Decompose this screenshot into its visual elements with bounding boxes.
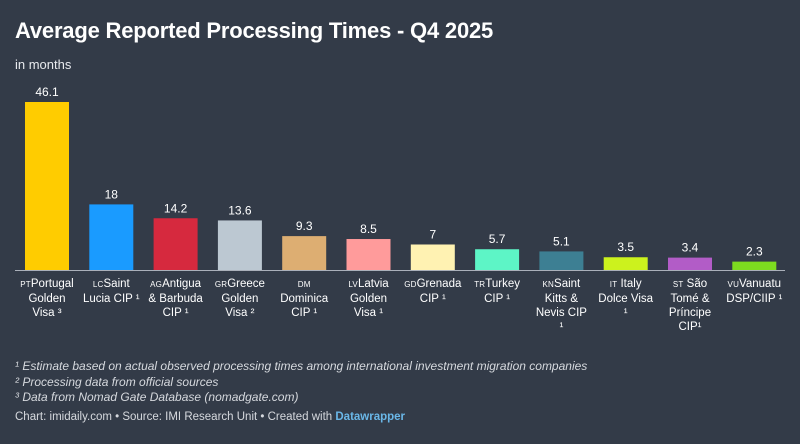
flag-code: LC [92, 280, 104, 289]
footnote-1: ¹ Estimate based on actual observed proc… [15, 359, 588, 373]
category-label-tr: TRTurkey CIP ¹ [474, 278, 520, 305]
flag-code: KN [542, 280, 555, 289]
category-label-it: IT Italy Dolce Visa ¹ [598, 278, 654, 319]
category-label-kn: KNSaint Kitts & Nevis CIP ¹ [535, 278, 587, 333]
bar-vu [732, 261, 777, 270]
flag-code: DM [297, 280, 311, 289]
bar-st [668, 257, 712, 270]
category-label-st: ST São Tomé & Príncipe CIP¹ [668, 278, 712, 333]
flag-code: ST [672, 280, 684, 289]
value-label: 5.1 [553, 234, 570, 248]
flag-code: IT [609, 280, 618, 289]
bar-it [603, 257, 648, 270]
value-label: 9.3 [296, 219, 313, 233]
value-label: 7 [429, 227, 436, 241]
chart-subtitle: in months [15, 57, 72, 72]
flag-code: VU [727, 280, 740, 289]
flag-code: GR [214, 280, 228, 289]
flag-code: PT [20, 280, 31, 289]
credit-text: Chart: imidaily.com • Source: IMI Resear… [15, 411, 336, 423]
category-label-gr: GRGreece Golden Visa ² [214, 278, 265, 319]
value-label: 3.4 [682, 241, 699, 255]
bar-dm [282, 236, 327, 270]
flag-code: TR [474, 280, 486, 289]
bar-gd [410, 244, 455, 270]
value-label: 3.5 [617, 240, 634, 254]
value-label: 2.3 [746, 245, 763, 259]
chart-credit: Chart: imidaily.com • Source: IMI Resear… [15, 411, 405, 423]
category-label-gd: GDGrenada CIP ¹ [404, 278, 462, 305]
footnotes: ¹ Estimate based on actual observed proc… [15, 359, 587, 406]
category-label-dm: DM Dominica CIP ¹ [280, 280, 329, 319]
value-label: 18 [105, 187, 119, 201]
category-label-lv: LVLatvia Golden Visa ¹ [348, 278, 389, 319]
datawrapper-link[interactable]: Datawrapper [335, 411, 406, 423]
value-label: 46.1 [35, 85, 59, 99]
value-label: 13.6 [228, 203, 252, 217]
category-label-ag: AGAntigua & Barbuda CIP ¹ [148, 278, 203, 319]
chart-title: Average Reported Processing Times - Q4 2… [15, 18, 494, 43]
flag-code: AG [150, 280, 163, 289]
bar-pt [25, 102, 69, 270]
footnote-2: ² Processing data from official sources [15, 374, 219, 389]
bar-tr [475, 249, 520, 270]
value-label: 5.7 [489, 232, 506, 246]
bar-gr [217, 220, 262, 270]
flag-code: LV [348, 280, 358, 289]
category-label-lc: LCSaint Lucia CIP ¹ [82, 278, 140, 305]
bar-lv [346, 239, 391, 270]
category-label-pt: PTPortugal Golden Visa ³ [20, 278, 74, 319]
bar-kn [539, 251, 584, 270]
value-label: 8.5 [360, 222, 377, 236]
bar-ag [153, 218, 198, 270]
category-label-vu: VUVanuatu DSP/CIIP ¹ [726, 278, 783, 305]
bar-lc [89, 204, 134, 270]
flag-code: GD [404, 280, 417, 289]
value-label: 14.2 [164, 201, 188, 215]
footnote-3: ³ Data from Nomad Gate Database (nomadga… [15, 390, 299, 404]
